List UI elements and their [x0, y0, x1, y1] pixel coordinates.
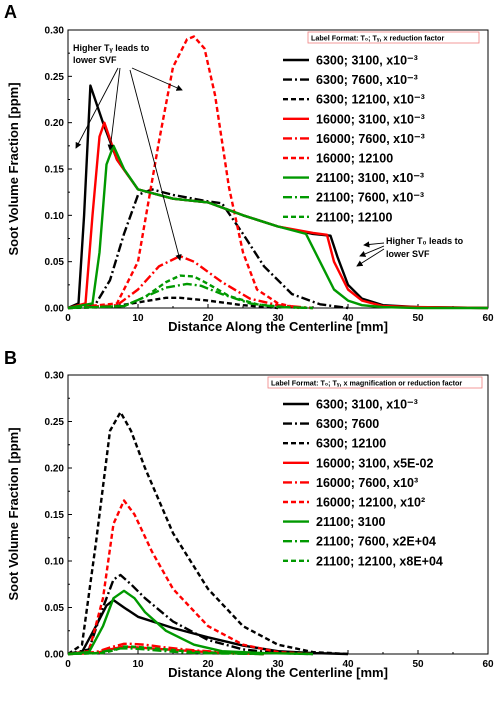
- panel-a: A 0.00 0.05 0.10 0.15 0.20 0.25 0.30 0 10 20 30 40…: [4, 2, 494, 334]
- y-tick-label: 0.25: [45, 417, 65, 428]
- legend-label: 21100; 7600, x2E+04: [316, 535, 436, 549]
- series-line: [67, 647, 265, 656]
- legend-label: 16000; 3100, x5E-02: [316, 456, 434, 470]
- annotation-higher-t0: Higher T₀ leads to lower SVF: [356, 236, 464, 267]
- legend-entries: 6300; 3100, x10⁻³ 6300; 7600 6300; 12100 16…: [283, 398, 443, 568]
- annotation-arrow: [107, 67, 121, 151]
- x-tick-label: 0: [65, 659, 71, 670]
- legend-label: 16000; 7600, x10³: [316, 476, 418, 490]
- x-tick-label: 40: [342, 313, 354, 324]
- x-tick-label: 20: [202, 659, 214, 670]
- x-tick-label: 10: [132, 659, 144, 670]
- series-line: [67, 411, 349, 656]
- series-line: [67, 254, 314, 310]
- legend-label: 6300; 7600: [316, 417, 379, 431]
- x-tick-label: 60: [482, 659, 494, 670]
- y-tick-label: 0.20: [45, 118, 65, 129]
- x-axis-title: Distance Along the Centerline [mm]: [168, 319, 388, 334]
- series-line: [67, 274, 314, 310]
- legend-label: 21100; 3100, x10⁻³: [316, 171, 424, 185]
- x-tick-label: 50: [412, 659, 424, 670]
- annotation-arrow: [363, 241, 385, 248]
- x-tick-label: 0: [65, 313, 71, 324]
- series-line: [67, 144, 488, 310]
- x-tick-label: 20: [202, 313, 214, 324]
- legend-entries: 6300; 3100, x10⁻³ 6300; 7600, x10⁻³ 6300; …: [283, 54, 425, 224]
- y-tick-label: 0.30: [45, 26, 65, 37]
- legend-title: Label Format: T₀; Tᵧ, x reduction factor: [311, 34, 444, 43]
- legend-label: 6300; 3100, x10⁻³: [316, 54, 418, 68]
- y-tick-label: 0.00: [45, 650, 65, 661]
- series-line: [67, 642, 265, 656]
- x-tick-label: 10: [132, 313, 144, 324]
- legend-label: 16000; 12100, x10²: [316, 496, 425, 510]
- x-tick-label: 60: [482, 313, 494, 324]
- legend-title: Label Format: T₀; Tᵧ, x magnification or…: [271, 379, 462, 388]
- legend-label: 21100; 3100: [316, 515, 386, 529]
- legend-label: 16000; 12100: [316, 152, 393, 166]
- y-tick-label: 0.10: [45, 211, 65, 222]
- y-tick-label: 0.25: [45, 72, 65, 83]
- annotation-arrow: [359, 245, 385, 257]
- legend-label: 21100; 7600, x10⁻³: [316, 191, 424, 205]
- legend-label: 6300; 3100, x10⁻³: [316, 398, 418, 412]
- plot-frame: [67, 29, 489, 309]
- y-tick-label: 0.30: [45, 371, 65, 382]
- series-line: [67, 499, 314, 656]
- legend-label: 6300; 12100, x10⁻³: [316, 93, 425, 107]
- series-group: [67, 35, 489, 310]
- y-tick-label: 0.15: [45, 165, 65, 176]
- annotation-text: Higher T₀ leads to: [386, 236, 464, 246]
- legend-label: 21100; 12100, x8E+04: [316, 554, 443, 568]
- annotation-arrow: [75, 67, 119, 149]
- x-tick-label: 50: [412, 313, 424, 324]
- y-tick-label: 0.10: [45, 557, 65, 568]
- legend-title-box: [267, 376, 483, 389]
- legend: Label Format: T₀; Tᵧ, x magnification or…: [267, 376, 483, 568]
- series-line: [67, 573, 314, 656]
- y-tick-label: 0.00: [45, 304, 65, 315]
- annotation-higher-ty: Higher Tᵧ leads to lower SVF: [73, 43, 183, 261]
- legend: Label Format: T₀; Tᵧ, x reduction factor…: [283, 31, 480, 224]
- legend-label: 21100; 12100: [316, 210, 393, 224]
- legend-label: 6300; 12100: [316, 437, 386, 451]
- series-line: [67, 296, 279, 310]
- series-line: [67, 188, 349, 310]
- panel-letter: B: [4, 348, 17, 368]
- x-tick-label: 30: [272, 313, 284, 324]
- annotation-text: Higher Tᵧ leads to: [73, 43, 150, 53]
- series-line: [67, 645, 265, 656]
- legend-label: 16000; 3100, x10⁻³: [316, 112, 425, 126]
- annotation-text: lower SVF: [386, 249, 430, 259]
- y-tick-label: 0.05: [45, 257, 65, 268]
- y-tick-label: 0.20: [45, 464, 65, 475]
- annotation-arrow: [131, 67, 183, 91]
- y-axis: 0.00 0.05 0.10 0.15 0.20 0.25 0.30: [45, 26, 72, 315]
- y-axis-title: Soot Volume Fraction [ppm]: [6, 427, 21, 600]
- series-group: [67, 411, 349, 656]
- series-line: [67, 35, 300, 310]
- x-tick-label: 40: [342, 659, 354, 670]
- y-tick-label: 0.05: [45, 603, 65, 614]
- y-axis-title: Soot Volume Fraction [ppm]: [6, 82, 21, 255]
- annotation-arrow: [129, 69, 182, 261]
- annotation-arrow: [356, 248, 385, 267]
- series-line: [67, 589, 314, 656]
- legend-label: 16000; 7600, x10⁻³: [316, 132, 425, 146]
- y-tick-label: 0.15: [45, 510, 65, 521]
- legend-label: 6300; 7600, x10⁻³: [316, 73, 418, 87]
- annotation-text: lower SVF: [73, 55, 117, 65]
- panel-letter: A: [4, 2, 17, 22]
- panel-b: B 0.00 0.05 0.10 0.15 0.20 0.25 0.30 0 10 20 30 40…: [4, 348, 494, 680]
- legend-title-box: [307, 31, 480, 44]
- x-axis-title: Distance Along the Centerline [mm]: [168, 665, 388, 680]
- x-tick-label: 30: [272, 659, 284, 670]
